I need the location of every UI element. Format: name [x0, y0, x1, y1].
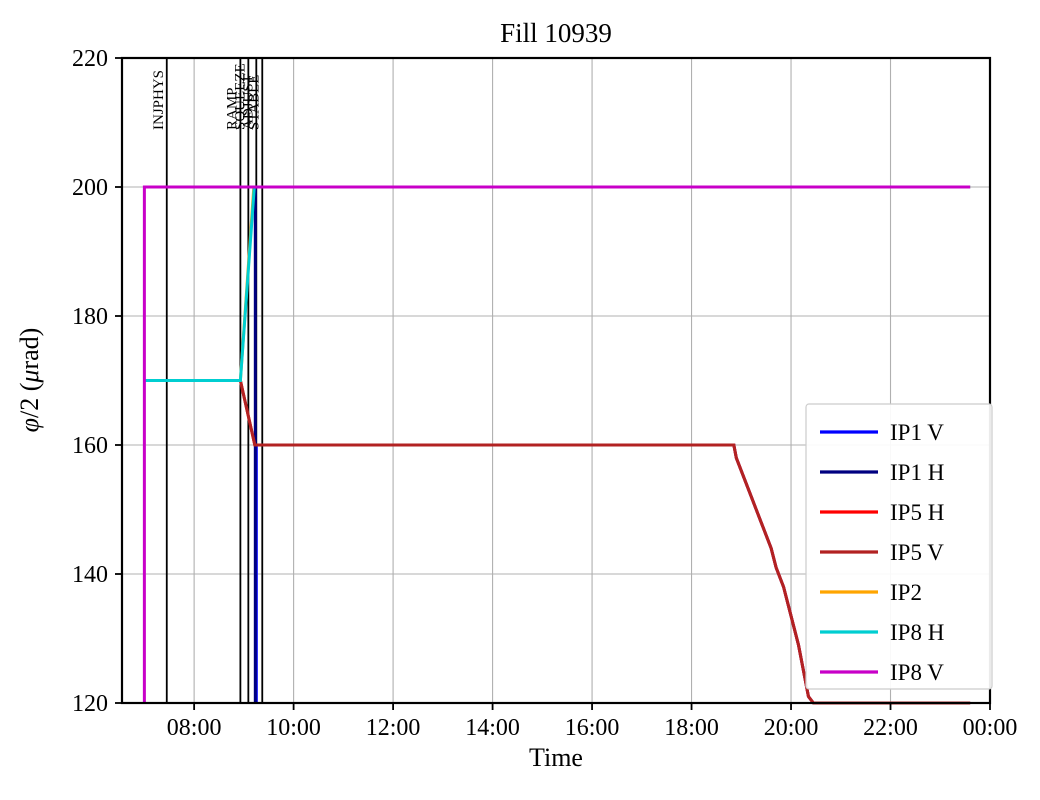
- y-tick-labels: 120 140 160 180 200 220: [72, 46, 108, 717]
- legend-box: [805, 403, 993, 690]
- series-line-ip5-v: [144, 379, 971, 705]
- x-tick-label: 00:00: [963, 715, 1018, 741]
- x-tick-label: 08:00: [167, 715, 222, 741]
- x-tick-labels: 08:00 10:00 12:00 14:00 16:00 18:00 20:00 22:00…: [167, 715, 1018, 741]
- legend-item-ip1-v[interactable]: IP1 V: [820, 420, 944, 445]
- axis-frame: [120, 56, 992, 705]
- legend-label: IP1 H: [890, 460, 944, 485]
- annotation-label-adjust: ADJUST: [240, 74, 256, 130]
- y-tick-label: 200: [72, 175, 108, 201]
- y-tick-label: 140: [72, 562, 108, 588]
- x-tick-label: 22:00: [863, 715, 918, 741]
- x-tick-label: 14:00: [465, 715, 520, 741]
- y-axis-label: φ/2 (μrad): [15, 328, 44, 433]
- legend-label: IP1 V: [890, 420, 944, 445]
- legend-label: IP5 V: [890, 540, 944, 565]
- legend-label: IP8 V: [890, 660, 944, 685]
- legend-items: IP1 V IP1 H IP5 H IP5 V IP2 IP8 H IP8 V: [820, 420, 944, 685]
- legend-label: IP5 H: [890, 500, 944, 525]
- legend-label: IP8 H: [890, 620, 944, 645]
- data-series: [142, 185, 971, 705]
- legend-item-ip5-v[interactable]: IP5 V: [820, 540, 944, 565]
- legend-item-ip5-h[interactable]: IP5 H: [820, 500, 944, 525]
- legend-item-ip8-v[interactable]: IP8 V: [820, 660, 944, 685]
- x-tick-label: 16:00: [565, 715, 620, 741]
- annotation-label-ramp: RAMP: [224, 87, 240, 130]
- x-tick-label: 12:00: [366, 715, 421, 741]
- chart-legend: IP1 V IP1 H IP5 H IP5 V IP2 IP8 H IP8 V: [805, 403, 993, 690]
- series-line-ip8-v: [142, 185, 971, 703]
- y-tick-label: 220: [72, 46, 108, 72]
- y-tick-label: 160: [72, 433, 108, 459]
- axis-ticks: [115, 57, 991, 710]
- x-tick-label: 18:00: [664, 715, 719, 741]
- x-axis-label: Time: [529, 743, 583, 772]
- x-tick-label: 20:00: [764, 715, 819, 741]
- legend-item-ip1-h[interactable]: IP1 H: [820, 460, 944, 485]
- annotation-label-squeeze: SQUEEZE: [232, 63, 248, 130]
- legend-item-ip8-h[interactable]: IP8 H: [820, 620, 944, 645]
- y-tick-label: 120: [72, 691, 108, 717]
- annotation-label-stable: STABLE: [246, 75, 262, 130]
- chart-title: Fill 10939: [500, 18, 612, 48]
- legend-label: IP2: [890, 580, 922, 605]
- annotation-label-injphys: INJPHYS: [151, 70, 167, 130]
- y-tick-label: 180: [72, 304, 108, 330]
- legend-item-ip2[interactable]: IP2: [820, 580, 922, 605]
- x-tick-label: 10:00: [266, 715, 321, 741]
